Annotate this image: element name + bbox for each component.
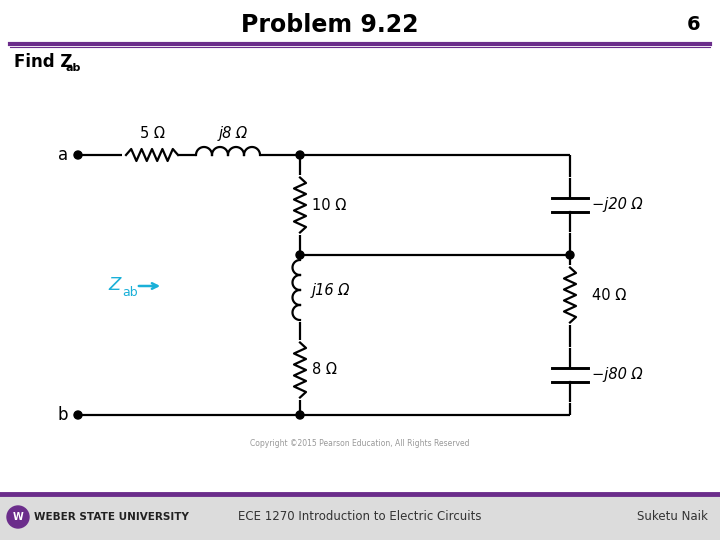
Circle shape (74, 411, 82, 419)
Text: 40 Ω: 40 Ω (592, 287, 626, 302)
Text: ab: ab (66, 63, 81, 73)
Text: Z: Z (108, 276, 120, 294)
Text: 8 Ω: 8 Ω (312, 362, 337, 377)
Text: Suketu Naik: Suketu Naik (637, 510, 708, 523)
Text: −j80 Ω: −j80 Ω (592, 368, 643, 382)
Text: WEBER STATE UNIVERSITY: WEBER STATE UNIVERSITY (34, 512, 189, 522)
Text: j8 Ω: j8 Ω (218, 126, 248, 141)
Text: 6: 6 (686, 16, 700, 35)
Text: ab: ab (122, 287, 138, 300)
Text: 10 Ω: 10 Ω (312, 198, 346, 213)
Text: Copyright ©2015 Pearson Education, All Rights Reserved: Copyright ©2015 Pearson Education, All R… (251, 438, 469, 448)
Circle shape (74, 151, 82, 159)
Circle shape (296, 151, 304, 159)
Circle shape (566, 251, 574, 259)
Text: Problem 9.22: Problem 9.22 (241, 13, 419, 37)
Text: Find Z: Find Z (14, 53, 73, 71)
Circle shape (7, 506, 29, 528)
Text: −j20 Ω: −j20 Ω (592, 198, 643, 213)
Text: ECE 1270 Introduction to Electric Circuits: ECE 1270 Introduction to Electric Circui… (238, 510, 482, 523)
Text: b: b (58, 406, 68, 424)
Text: 5 Ω: 5 Ω (140, 126, 164, 141)
Bar (0, 494, 720, 540)
Circle shape (296, 251, 304, 259)
Text: W: W (13, 512, 23, 522)
Text: j16 Ω: j16 Ω (312, 282, 351, 298)
Circle shape (296, 411, 304, 419)
Text: a: a (58, 146, 68, 164)
